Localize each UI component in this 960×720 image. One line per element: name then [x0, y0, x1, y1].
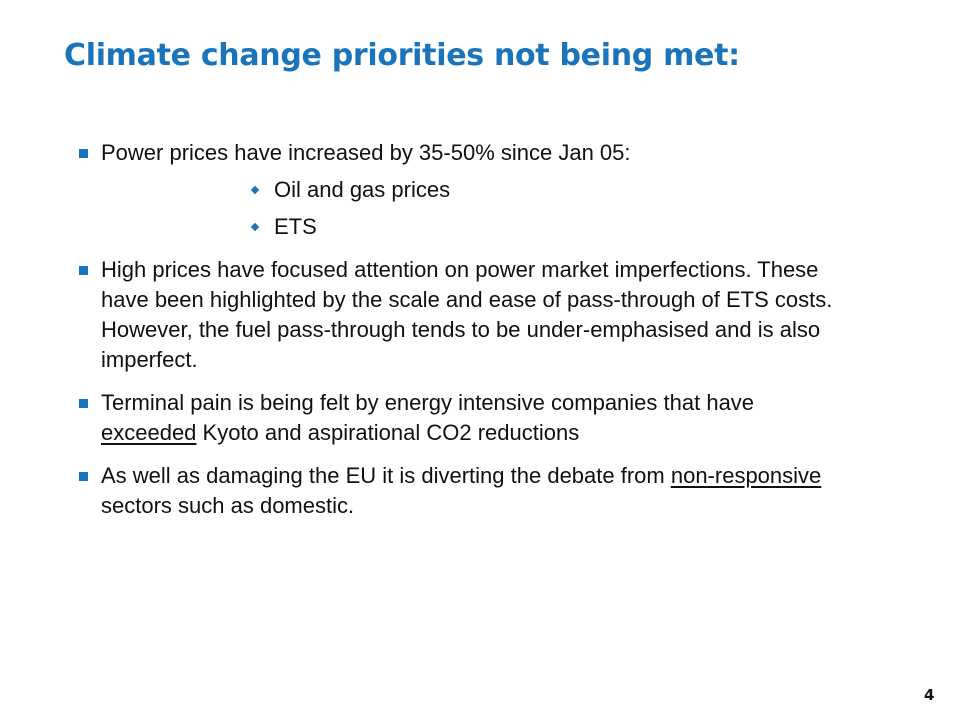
- page-number: 4: [924, 686, 935, 704]
- bullet-item-damaging-eu: As well as damaging the EU it is diverti…: [0, 461, 851, 521]
- underlined-text: non-responsive: [670, 463, 822, 488]
- sub-bullet-item-ets: ETS: [101, 212, 851, 242]
- square-bullet-icon: [79, 399, 88, 408]
- sub-bullet-text: Oil and gas prices: [274, 177, 451, 202]
- bullet-text-after: Kyoto and aspirational CO2 reductions: [196, 420, 580, 445]
- sub-bullet-text: ETS: [274, 214, 317, 239]
- sub-bullet-list: Oil and gas prices ETS: [101, 175, 851, 242]
- bullet-text-before: Terminal pain is being felt by energy in…: [101, 390, 755, 415]
- underlined-text: exceeded: [101, 420, 197, 445]
- square-bullet-icon: [79, 472, 88, 481]
- bullet-item-market-imperfections: High prices have focused attention on po…: [0, 255, 851, 375]
- square-bullet-icon: [79, 266, 88, 275]
- diamond-bullet-icon: [250, 185, 260, 195]
- slide-title: Climate change priorities not being met:: [64, 38, 740, 73]
- bullet-text-before: As well as damaging the EU it is diverti…: [101, 463, 671, 488]
- bullet-text-after: sectors such as domestic.: [101, 493, 355, 518]
- bullet-item-terminal-pain: Terminal pain is being felt by energy in…: [0, 388, 851, 448]
- bullet-text: Power prices have increased by 35-50% si…: [101, 140, 631, 165]
- square-bullet-icon: [79, 149, 88, 158]
- diamond-bullet-icon: [250, 222, 260, 232]
- bullet-list: Power prices have increased by 35-50% si…: [0, 138, 960, 521]
- sub-bullet-item-oil-gas: Oil and gas prices: [101, 175, 851, 205]
- bullet-text: High prices have focused attention on po…: [101, 257, 833, 372]
- bullet-item-power-prices: Power prices have increased by 35-50% si…: [0, 138, 851, 242]
